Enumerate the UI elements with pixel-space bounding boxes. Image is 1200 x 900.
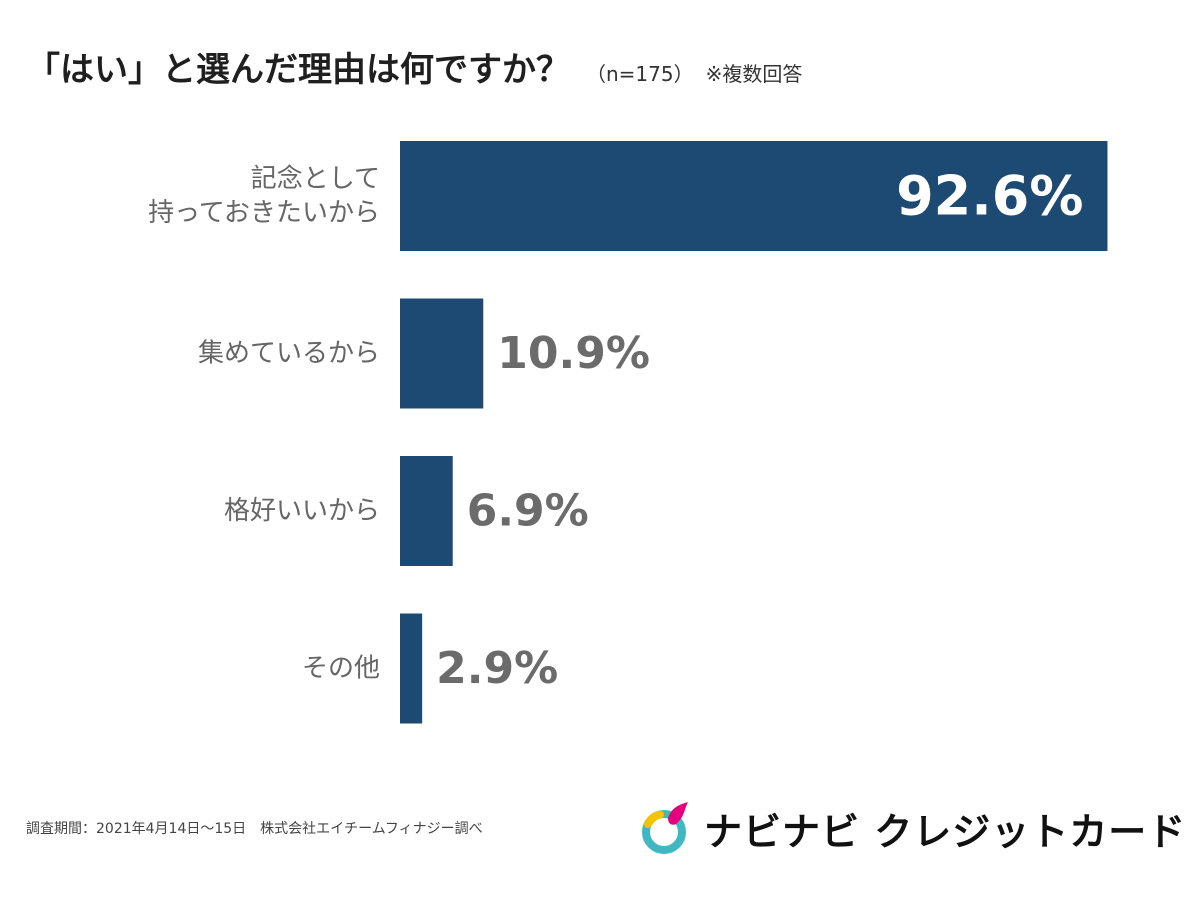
- bar-1: [400, 298, 484, 409]
- category-label-0-0: 記念として: [251, 164, 380, 194]
- multiple-answer-note: ※複数回答: [705, 62, 803, 86]
- bar-value-label-2: 6.9%: [467, 486, 589, 537]
- category-label-1-0: 集めているから: [198, 339, 380, 369]
- bar-2: [400, 456, 453, 566]
- brand-logo: ナビナビ クレジットカード: [638, 796, 1186, 860]
- brand-name: ナビナビ クレジットカード: [704, 809, 1187, 854]
- category-label-0-1: 持っておきたいから: [148, 198, 380, 228]
- title-row: 「はい」と選んだ理由は何ですか？ （n=175） ※複数回答: [26, 42, 1176, 102]
- category-label-2-0: 格好いいから: [224, 496, 380, 526]
- logo-ring-yellow-icon: [644, 810, 664, 828]
- category-label-3-0: その他: [302, 654, 380, 684]
- navinavi-logo-icon: [642, 802, 688, 854]
- logo-ring-icon: [642, 810, 686, 854]
- chart-title: 「はい」と選んだ理由は何ですか？: [26, 50, 570, 90]
- bar-value-label-3: 2.9%: [436, 643, 558, 694]
- bar-3: [400, 613, 423, 724]
- bar-value-label-0: 92.6%: [896, 165, 1083, 228]
- bar-value-label-1: 10.9%: [497, 328, 650, 379]
- bar-0: [400, 141, 1108, 251]
- survey-source: 調査期間：2021年4月14日〜15日 株式会社エイチームフィナジー調べ: [26, 821, 483, 837]
- logo-flame-icon: [668, 802, 688, 825]
- sample-size: （n=175）: [586, 62, 694, 86]
